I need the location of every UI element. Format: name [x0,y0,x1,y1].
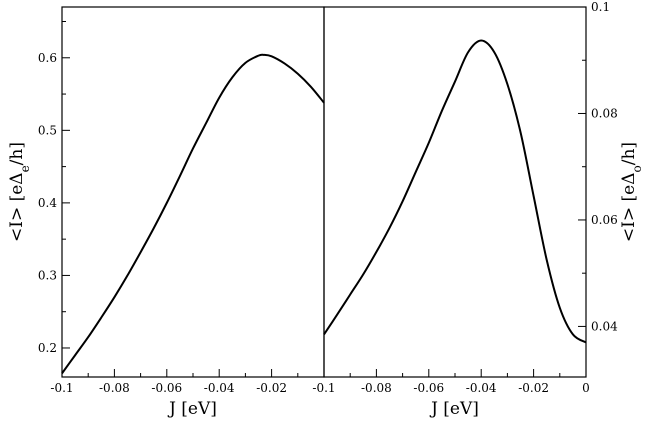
right-y-tick-label: 0.1 [591,0,610,14]
right-panel: -0.1 -0.08 -0.06 -0.04 -0.02 0 0.040.060.080.… [312,0,644,419]
left-ticks [61,21,299,377]
left-panel: -0.1 -0.08 -0.06 -0.04 -0.02 0.2 0.3 0.4 0.5 0.6… [7,6,325,419]
right-y-tick-labels: 0.04 0.06 0.08 0.1 [591,0,618,333]
left-y-tick-label: 0.2 [38,341,57,355]
left-x-tick-label: -0.02 [256,381,287,395]
right-y-tick-label: 0.08 [591,106,618,120]
left-y-tick-label: 0.6 [38,51,57,65]
right-ticks [323,6,587,377]
left-x-axis-label: J [eV] [167,399,217,419]
left-y-tick-label: 0.4 [38,196,57,210]
left-y-tick-label: 0.3 [38,268,57,282]
left-series-line [61,53,325,374]
left-y-axis-label: <I> [eΔe/h] [7,142,32,242]
right-y-tick-label: 0.06 [591,213,618,227]
left-x-tick-label: -0.06 [151,381,182,395]
right-x-tick-label: 0 [582,381,590,395]
right-x-tick-label: -0.08 [361,381,392,395]
right-x-axis-label: J [eV] [429,399,479,419]
left-y-tick-labels: 0.2 0.3 0.4 0.5 0.6 [38,51,57,355]
right-y-tick-label: 0.04 [591,319,618,333]
left-y-tick-label: 0.5 [38,123,57,137]
right-x-tick-labels: -0.1 -0.08 -0.06 -0.04 -0.02 0 [312,381,589,395]
right-x-tick-label: -0.04 [466,381,497,395]
right-x-tick-label: -0.02 [518,381,549,395]
left-x-tick-label: -0.04 [204,381,235,395]
right-plot-frame [323,6,587,378]
right-y-axis-label: <I> [eΔo/h] [619,142,644,242]
right-x-tick-label: -0.1 [312,381,335,395]
left-x-tick-labels: -0.1 -0.08 -0.06 -0.04 -0.02 [50,381,287,395]
left-x-tick-label: -0.1 [50,381,73,395]
right-x-tick-label: -0.06 [413,381,444,395]
left-x-tick-label: -0.08 [99,381,130,395]
right-series-line [323,39,587,344]
